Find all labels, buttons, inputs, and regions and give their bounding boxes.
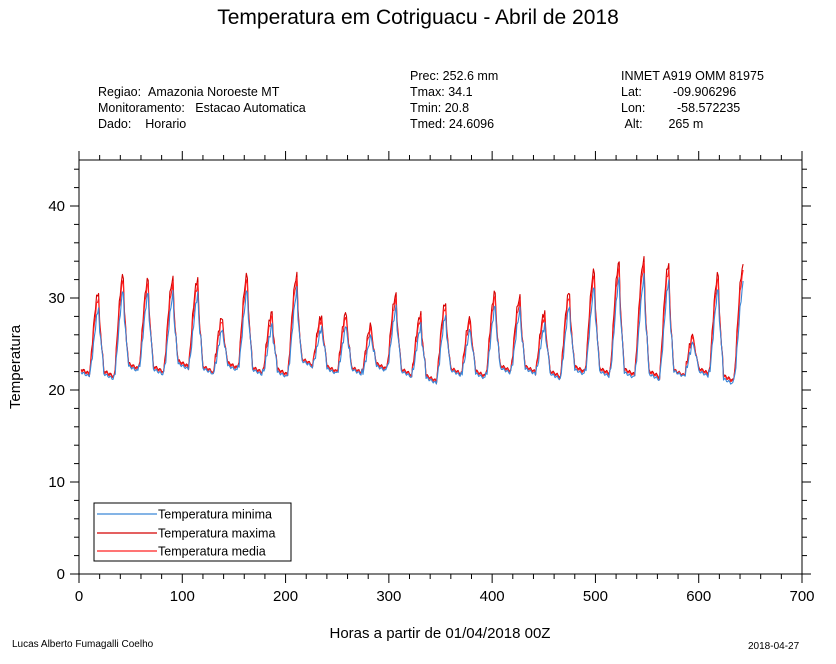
plot-frame <box>78 159 803 575</box>
info-dado: Dado: Horario <box>98 117 187 131</box>
axes-layer: 0 100 200 300 400 500 600 700 0 10 20 30 40 <box>48 151 815 605</box>
info-block-middle: Prec: 252.6 mm Tmax: 34.1 Tmin: 20.8 Tme… <box>410 68 498 132</box>
y-axis-label: Temperatura <box>7 324 24 409</box>
chart-title: Temperatura em Cotriguacu - Abril de 201… <box>217 6 619 29</box>
info-regiao: Regiao: Amazonia Noroeste MT <box>98 85 280 99</box>
y-tick-label: 40 <box>48 198 65 215</box>
info-block-right: INMET A919 OMM 81975 Lat: -09.906296 Lon:… <box>621 68 764 132</box>
y-tick-label: 20 <box>48 382 65 399</box>
x-tick-label: 300 <box>376 588 401 605</box>
info-tmed: Tmed: 24.6096 <box>410 117 495 131</box>
author-credit: Lucas Alberto Fumagalli Coelho <box>12 639 154 650</box>
x-tick-label: 500 <box>583 588 608 605</box>
legend-label-media: Temperatura media <box>158 545 266 559</box>
x-tick-label: 400 <box>480 588 505 605</box>
series-layer <box>80 256 744 385</box>
x-tick-label: 0 <box>75 588 83 605</box>
plot-date: 2018-04-27 <box>748 641 800 652</box>
x-axis-label: Horas a partir de 01/04/2018 00Z <box>330 625 551 642</box>
x-tick-label: 700 <box>789 588 814 605</box>
x-tick-label: 200 <box>273 588 298 605</box>
legend-label-minima: Temperatura minima <box>158 508 272 522</box>
info-monitoramento: Monitoramento: Estacao Automatica <box>98 101 306 115</box>
info-alt: Alt: 265 m <box>624 117 704 131</box>
info-prec: Prec: 252.6 mm <box>410 69 499 83</box>
info-lat: Lat: -09.906296 <box>621 85 737 99</box>
info-lon: Lon: -58.572235 <box>621 101 741 115</box>
info-tmax: Tmax: 34.1 <box>410 85 473 99</box>
y-tick-label: 10 <box>48 474 65 491</box>
info-tmin: Tmin: 20.8 <box>410 101 470 115</box>
x-tick-label: 100 <box>170 588 195 605</box>
y-tick-label: 0 <box>57 566 65 583</box>
x-tick-label: 600 <box>686 588 711 605</box>
legend: Temperatura minima Temperatura maxima Te… <box>93 502 292 562</box>
series-line-minima <box>80 272 744 385</box>
info-station: INMET A919 OMM 81975 <box>621 69 764 83</box>
info-block-left: Regiao: Amazonia Noroeste MT Monitoramen… <box>98 84 306 132</box>
legend-label-maxima: Temperatura maxima <box>158 527 275 541</box>
y-tick-label: 30 <box>48 290 65 307</box>
